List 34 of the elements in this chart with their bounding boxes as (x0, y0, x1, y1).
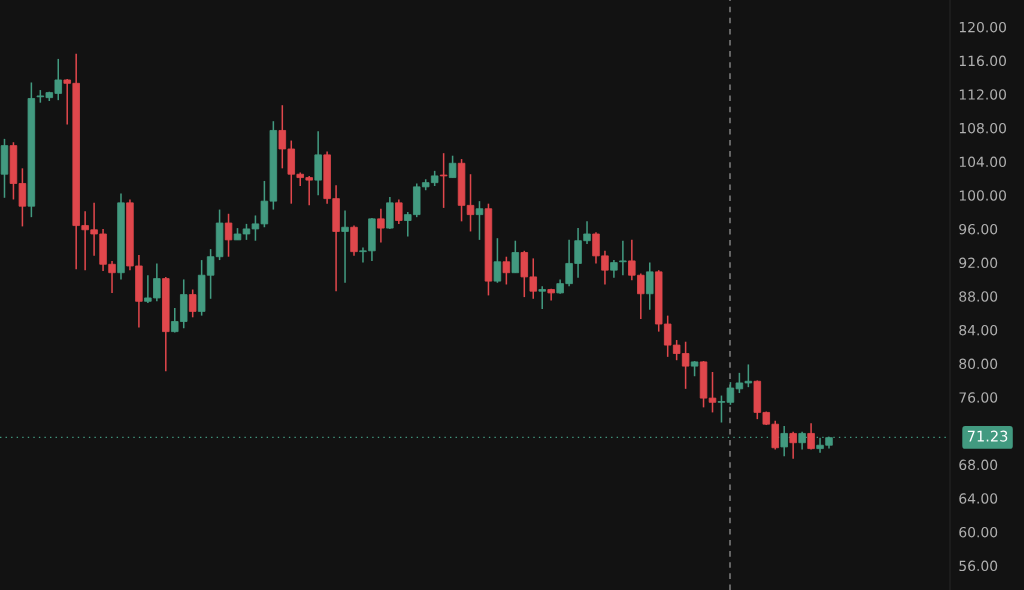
y-tick-label: 112.00 (959, 89, 1007, 100)
candlestick (538, 285, 546, 310)
ref-line-label: 71.23 (967, 430, 1008, 442)
y-tick-label: 100.00 (959, 190, 1007, 201)
candlestick (224, 213, 233, 258)
y-tick-label: 56.00 (959, 560, 998, 572)
candlestick (448, 154, 457, 179)
candlestick (619, 239, 627, 276)
y-tick-label: 60.00 (959, 526, 998, 538)
y-tick-label: 96.00 (959, 223, 998, 235)
y-tick-label: 92.00 (959, 257, 998, 269)
candlestick (807, 422, 815, 451)
y-tick-label: 104.00 (959, 156, 1007, 168)
candlestick (475, 200, 484, 241)
candlestick (502, 255, 511, 286)
y-tick-label: 84.00 (959, 324, 998, 336)
y-tick-label: 76.00 (959, 392, 998, 403)
candlestick (789, 431, 797, 460)
candlestick (646, 261, 654, 311)
candlestick (511, 239, 520, 274)
y-tick-label: 88.00 (959, 291, 998, 302)
candlestick (780, 425, 788, 457)
y-tick-label: 68.00 (959, 459, 998, 471)
y-tick-label: 108.00 (959, 122, 1007, 134)
y-tick-label: 116.00 (959, 55, 1007, 67)
y-tick-label: 64.00 (959, 493, 998, 504)
candlestick (439, 152, 448, 209)
y-tick-label: 120.00 (959, 21, 1007, 33)
candlestick (341, 209, 349, 284)
candlestick (395, 198, 403, 225)
y-tick-label: 80.00 (959, 358, 998, 370)
candlestick (188, 288, 197, 319)
candlestick (377, 207, 385, 244)
candlestick (493, 237, 502, 284)
